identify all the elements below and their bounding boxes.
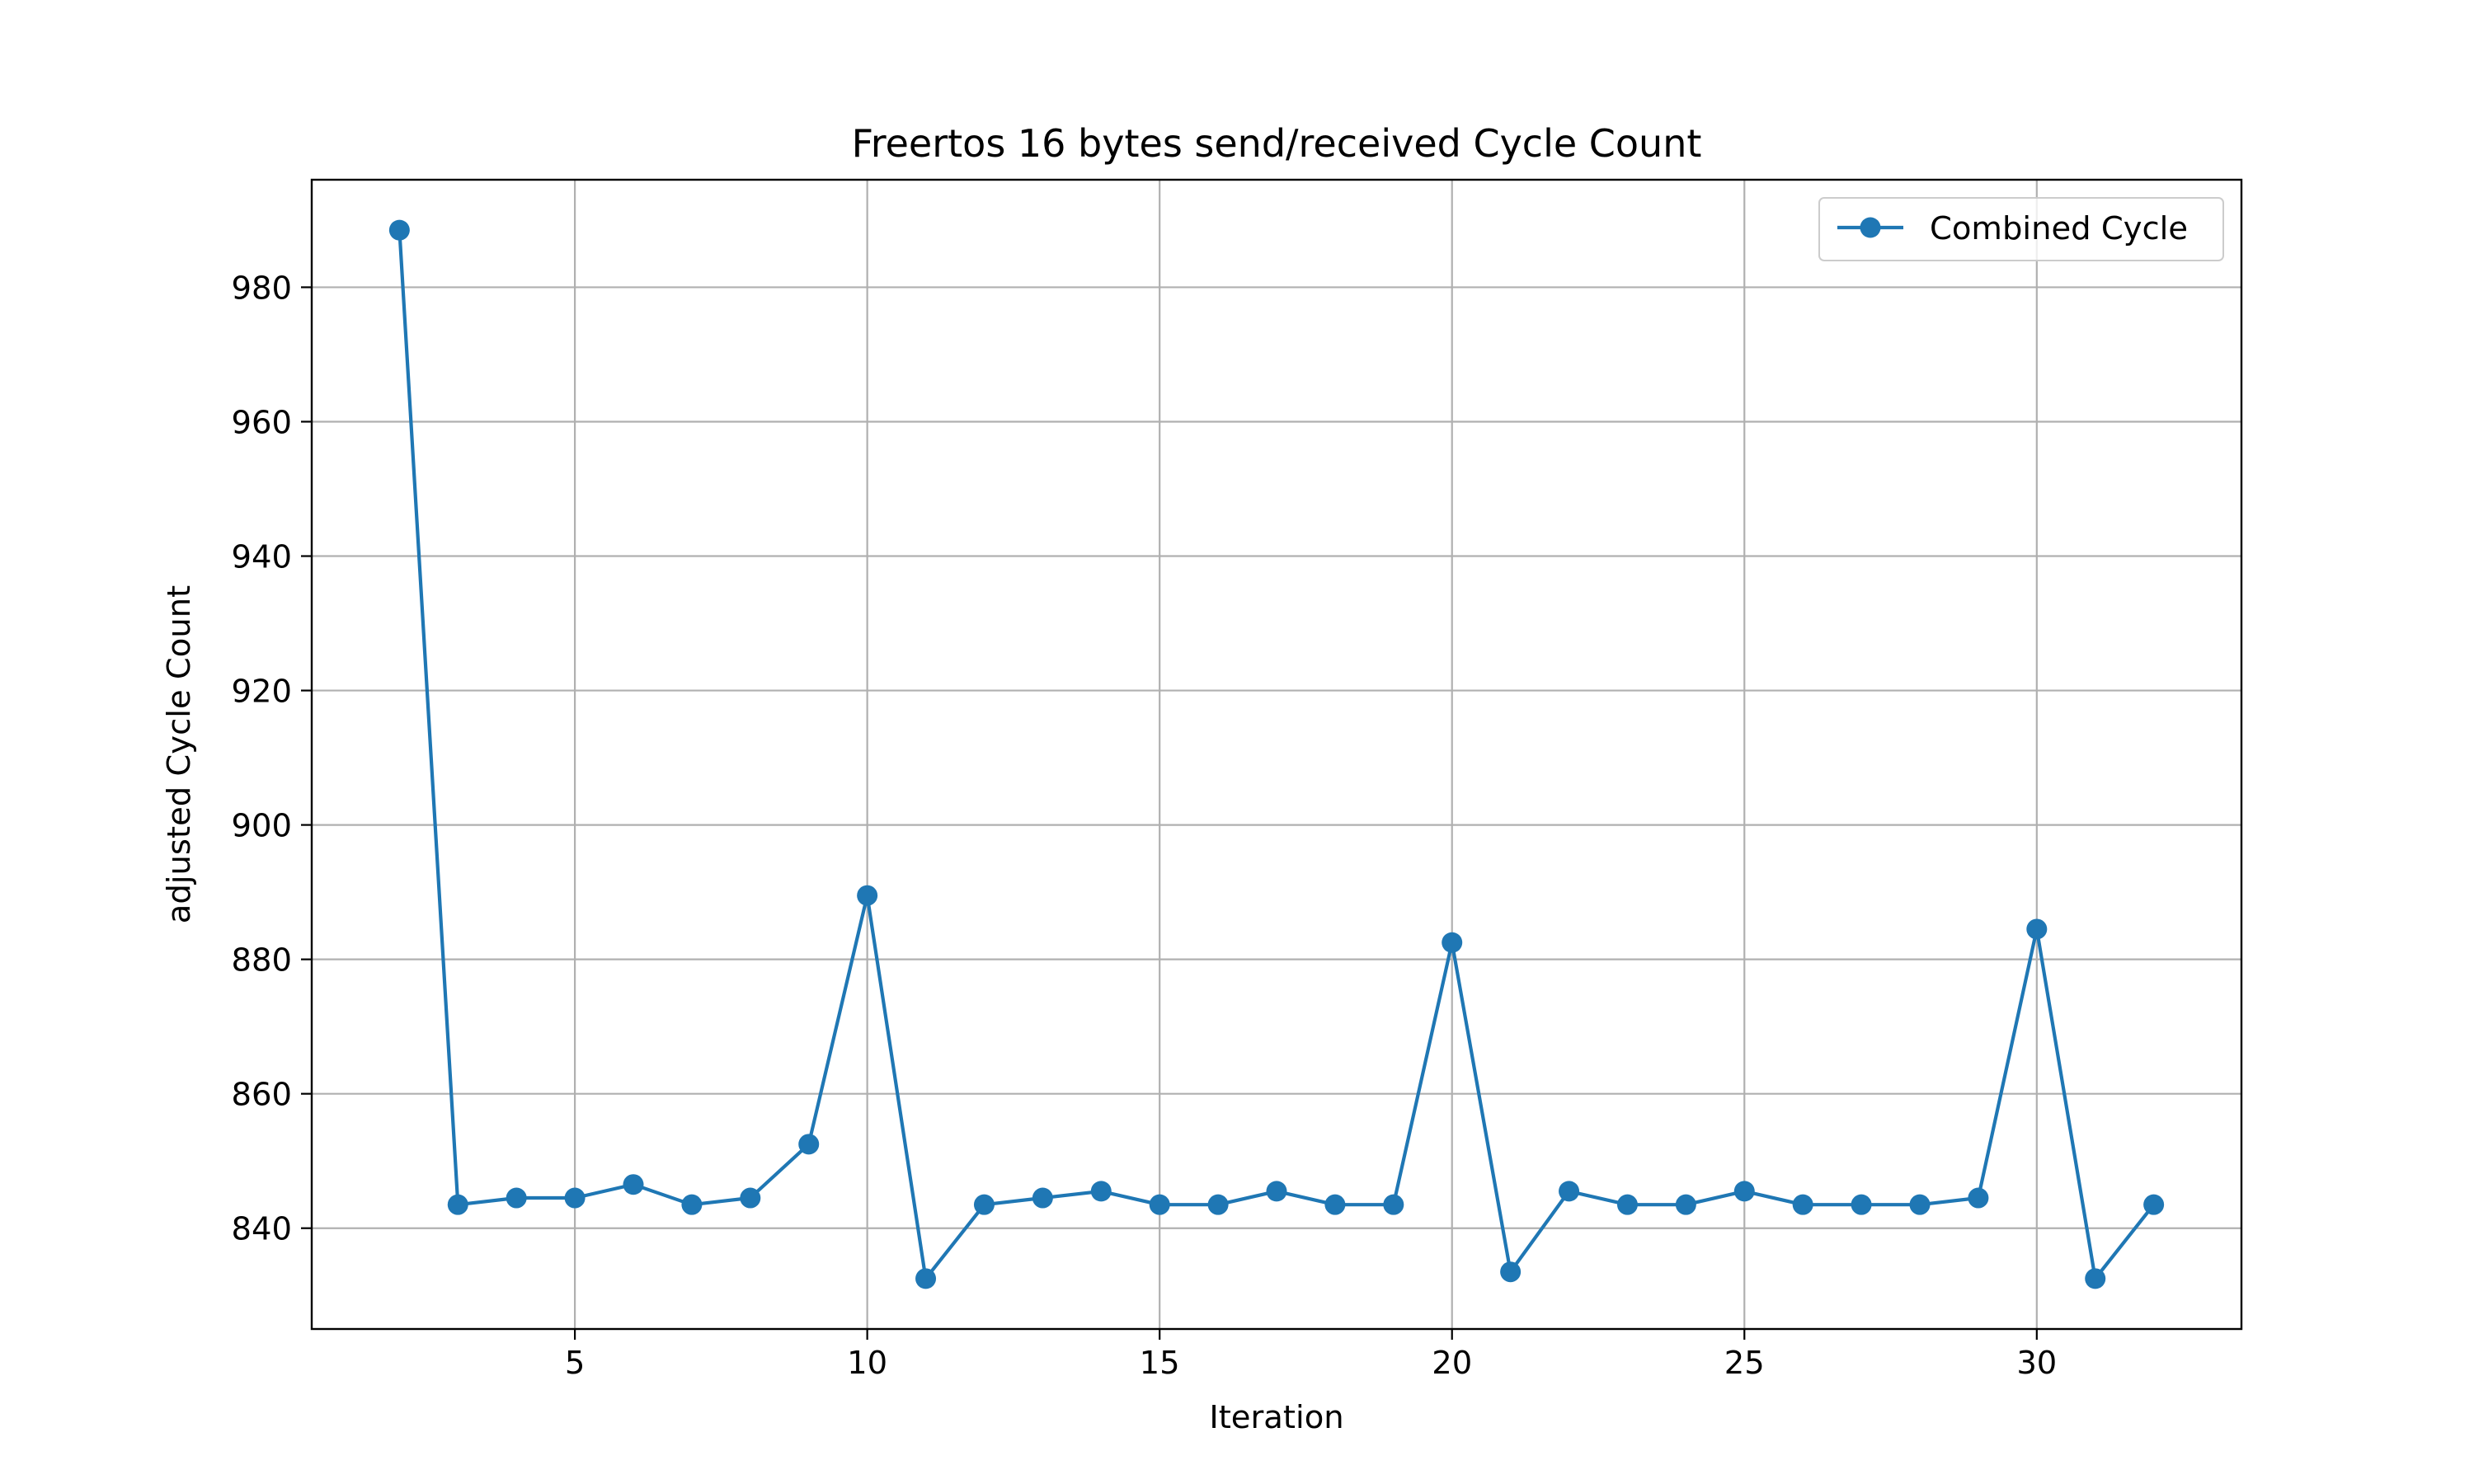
data-point — [2143, 1194, 2165, 1215]
chart-title: Freertos 16 bytes send/received Cycle Co… — [852, 121, 1702, 166]
y-tick-label: 940 — [232, 539, 293, 576]
data-point — [2085, 1268, 2106, 1289]
grid-lines — [312, 180, 2241, 1329]
y-tick-label: 840 — [232, 1211, 293, 1248]
data-point — [1090, 1181, 1112, 1202]
data-point — [1909, 1194, 1931, 1215]
legend-label: Combined Cycle — [1930, 210, 2188, 247]
data-point — [1149, 1194, 1170, 1215]
legend-marker-swatch — [1860, 217, 1881, 238]
y-tick-label: 980 — [232, 270, 293, 307]
data-point — [973, 1194, 995, 1215]
data-point — [915, 1268, 937, 1289]
data-point — [798, 1134, 820, 1155]
data-point — [1383, 1194, 1404, 1215]
data-point — [1207, 1194, 1229, 1215]
data-point — [564, 1187, 586, 1209]
series-line — [397, 229, 2156, 1281]
data-point — [1032, 1187, 1053, 1209]
data-point — [623, 1174, 644, 1195]
x-axis-label: Iteration — [1209, 1399, 1343, 1436]
x-tick-label: 5 — [565, 1345, 586, 1382]
x-tick-label: 20 — [1432, 1345, 1472, 1382]
data-point — [2026, 918, 2048, 940]
data-point — [1324, 1194, 1346, 1215]
y-tick-label: 860 — [232, 1077, 293, 1114]
legend: Combined Cycle — [1818, 197, 2224, 261]
x-tick-label: 15 — [1140, 1345, 1180, 1382]
x-tick-label: 10 — [847, 1345, 887, 1382]
data-point — [388, 219, 410, 241]
data-point — [1616, 1194, 1638, 1215]
x-tick-label: 30 — [2016, 1345, 2057, 1382]
series-layer — [388, 219, 2165, 1289]
y-axis-label: adjusted Cycle Count — [161, 585, 198, 923]
data-point — [1442, 932, 1463, 953]
data-point — [1500, 1261, 1522, 1283]
axis-ticks: 5 10 15 20 25 30 840 860 880 900 920 940 960 980 — [232, 270, 2058, 1382]
data-point — [1675, 1194, 1696, 1215]
y-tick-label: 920 — [232, 674, 293, 711]
data-point — [506, 1187, 527, 1209]
data-point — [447, 1194, 468, 1215]
data-point — [1559, 1181, 1580, 1202]
data-point — [740, 1187, 761, 1209]
data-point — [1733, 1181, 1755, 1202]
data-point — [1266, 1181, 1287, 1202]
data-point — [857, 885, 878, 906]
data-point — [1792, 1194, 1813, 1215]
legend-box — [1818, 197, 2224, 261]
y-tick-label: 880 — [232, 942, 293, 979]
data-point — [1968, 1187, 1989, 1209]
plot-area-frame — [310, 178, 2243, 1331]
data-point — [1851, 1194, 1872, 1215]
data-point — [681, 1194, 703, 1215]
y-tick-label: 960 — [232, 404, 293, 441]
y-tick-label: 900 — [232, 808, 293, 845]
x-tick-label: 25 — [1724, 1345, 1765, 1382]
